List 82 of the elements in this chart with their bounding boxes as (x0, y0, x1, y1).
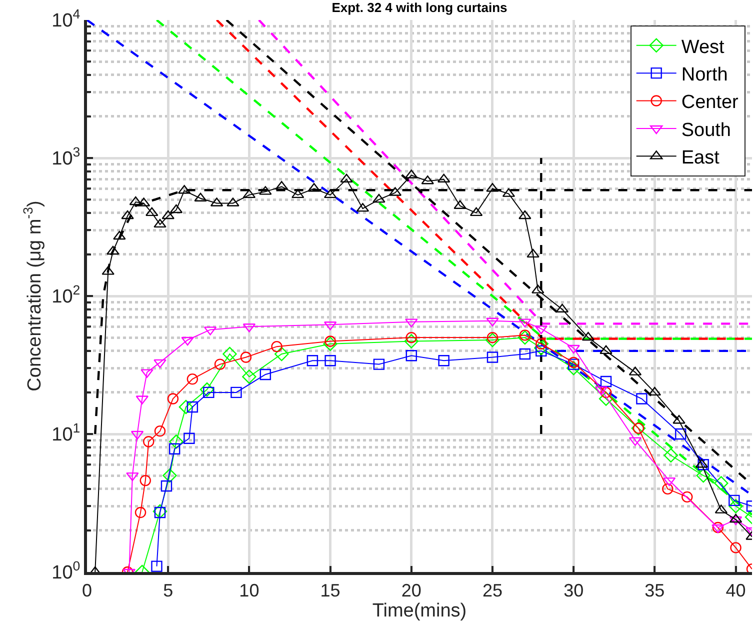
point (184, 432, 195, 444)
point (203, 386, 214, 398)
x-tick-label: 35 (644, 580, 665, 601)
x-tick-label: 10 (239, 580, 260, 601)
point (306, 355, 318, 366)
point (129, 196, 142, 206)
point (274, 346, 289, 362)
point (168, 443, 180, 454)
point (152, 504, 168, 518)
legend-label: Center (681, 92, 740, 114)
point (230, 386, 242, 398)
point (712, 524, 724, 534)
point (242, 189, 256, 198)
point (486, 352, 498, 363)
point (518, 210, 532, 220)
x-tick-label: 0 (82, 580, 92, 601)
point (167, 393, 179, 404)
point (214, 358, 226, 370)
point (143, 436, 154, 448)
legend-label: West (681, 36, 726, 58)
point (372, 194, 386, 203)
point (406, 350, 417, 362)
point (324, 189, 337, 198)
x-axis-title: Time(mins) (372, 600, 467, 622)
x-tick-label: 40 (726, 580, 746, 601)
chart-title: Expt. 32 4 with long curtains (332, 0, 508, 16)
y-tick-label: 10$^{3}$ (52, 144, 80, 170)
point (140, 474, 151, 486)
point (106, 246, 120, 255)
point (134, 506, 146, 518)
x-tick-label: 30 (564, 580, 584, 601)
point (146, 207, 158, 216)
x-tick-label: 20 (401, 580, 422, 601)
point (729, 516, 742, 526)
legend-label: South (681, 120, 732, 141)
legend-label: East (681, 148, 720, 169)
point (154, 218, 166, 228)
point (121, 210, 134, 220)
y-tick-label: 10$^{2}$ (52, 282, 80, 308)
point (485, 332, 500, 348)
point (404, 334, 418, 348)
point (178, 400, 194, 414)
point (160, 480, 172, 492)
point (260, 368, 272, 380)
point (730, 542, 742, 554)
point (712, 522, 724, 534)
point (271, 340, 282, 352)
point (200, 382, 214, 397)
point (169, 434, 184, 449)
legend-label: North (681, 64, 728, 86)
point (186, 373, 198, 385)
point (162, 468, 177, 483)
point (162, 210, 174, 220)
x-tick-label: 5 (163, 580, 174, 601)
point (323, 336, 338, 351)
point (486, 332, 498, 344)
point (222, 346, 237, 362)
point (154, 506, 166, 518)
y-tick-label: 10$^{1}$ (52, 420, 80, 446)
point (291, 189, 304, 198)
point (113, 230, 126, 240)
point (130, 430, 144, 440)
x-tick-label: 15 (320, 580, 340, 601)
x-tick-label: 25 (482, 580, 503, 601)
point (519, 348, 531, 360)
point (373, 358, 385, 370)
point (240, 352, 252, 363)
point (519, 330, 531, 341)
point (170, 204, 183, 214)
point (470, 207, 483, 216)
point (242, 370, 256, 384)
point (324, 355, 336, 366)
y-tick-label: 10$^{0}$ (52, 558, 80, 584)
point (151, 560, 162, 572)
point (526, 248, 540, 258)
point (438, 355, 450, 366)
point (356, 202, 370, 212)
y-tick-label: 10$^{4}$ (52, 6, 80, 32)
point (154, 425, 166, 437)
point (186, 401, 198, 413)
point (518, 330, 532, 345)
point (126, 472, 139, 482)
